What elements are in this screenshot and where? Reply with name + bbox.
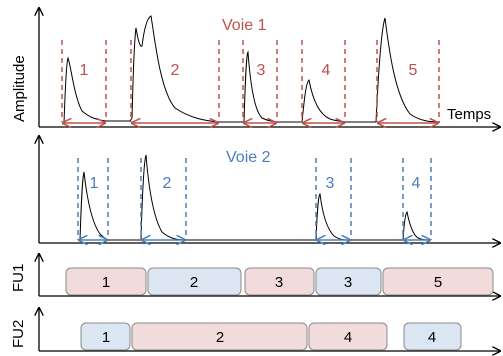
fu1-block-label: 3 [344, 274, 352, 291]
voie1-signal [61, 15, 441, 125]
voie2-window-label: 2 [163, 175, 172, 192]
fu2-block-4 [403, 322, 462, 351]
voie1-window-label: 5 [409, 62, 418, 79]
fu1-block-4 [315, 267, 382, 296]
fu1-timeline: FU1 1 2 3 3 5 [10, 254, 500, 296]
voie2-window-label: 4 [412, 175, 421, 192]
voie1-window-label: 3 [257, 62, 266, 79]
fu1-block-1 [65, 267, 147, 296]
fu1-block-3 [244, 267, 315, 296]
voie1-title: Voie 1 [222, 17, 267, 34]
voie1-window-label: 4 [322, 62, 331, 79]
fu2-block-3 [308, 322, 388, 351]
fu1-blocks [65, 267, 494, 296]
fu1-label: FU1 [10, 264, 27, 292]
voie1-window-label: 1 [80, 62, 89, 79]
fu2-block-label: 1 [102, 329, 110, 346]
temps-label: Temps [447, 106, 491, 123]
fu1-block-label: 2 [190, 274, 198, 291]
voie1-window-borders [61, 40, 440, 122]
voie2-title: Voie 2 [226, 149, 271, 166]
fu2-label: FU2 [10, 320, 27, 348]
amplitude-label: Amplitude [11, 55, 28, 122]
voie1-window-labels: 1 2 3 4 5 [80, 62, 418, 79]
voie1-panel: Amplitude Temps Voie 1 1 [11, 8, 500, 127]
fu2-block-1 [80, 322, 131, 351]
voie2-window-borders [77, 158, 432, 240]
fu1-block-label: 1 [102, 274, 110, 291]
fu2-block-2 [131, 322, 308, 351]
fu2-blocks [80, 322, 462, 351]
voie2-signal [78, 154, 431, 241]
fu1-block-2 [147, 267, 242, 296]
voie2-panel: Voie 2 1 2 3 4 [39, 136, 500, 243]
voie2-window-label: 1 [90, 175, 99, 192]
voie2-window-labels: 1 2 3 4 [90, 175, 421, 192]
voie2-window-label: 3 [326, 175, 335, 192]
fu2-timeline: FU2 1 2 4 4 [10, 308, 500, 351]
fu2-block-labels: 1 2 4 4 [102, 329, 436, 346]
fu2-block-label: 4 [344, 329, 352, 346]
fu1-block-label: 3 [275, 274, 283, 291]
fu1-block-label: 5 [434, 274, 442, 291]
fu2-block-label: 2 [216, 329, 224, 346]
fu1-block-labels: 1 2 3 3 5 [102, 274, 442, 291]
fu1-block-5 [382, 267, 494, 296]
fu2-block-label: 4 [428, 329, 436, 346]
voie1-window-label: 2 [171, 62, 180, 79]
